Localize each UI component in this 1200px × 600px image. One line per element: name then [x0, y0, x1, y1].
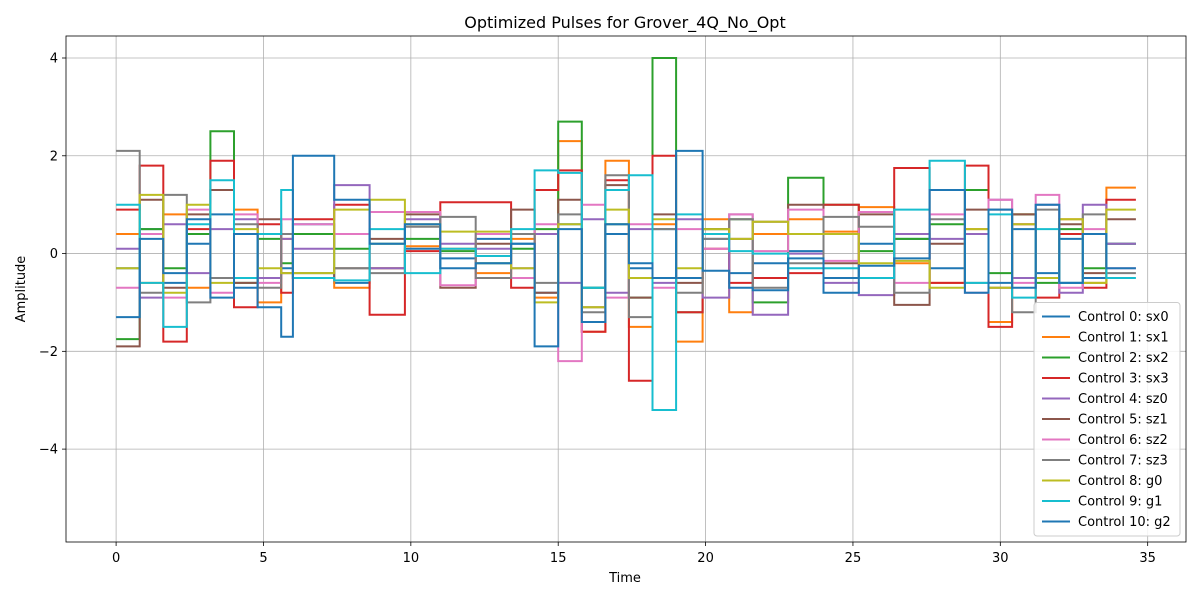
axes-frame	[65, 35, 1187, 543]
y-axis: −4 −2 0 2 4	[39, 52, 66, 458]
x-tick-label: 15	[550, 551, 567, 566]
legend-label: Control 3: sx3	[1078, 372, 1169, 387]
series-line-8	[116, 193, 1136, 309]
legend-label: Control 5: sz1	[1078, 413, 1168, 428]
legend: Control 0: sx0 Control 1: sx1 Control 2: s…	[1033, 302, 1181, 537]
series-line-10	[116, 149, 1136, 348]
legend-label: Control 7: sz3	[1078, 454, 1168, 469]
y-tick-label: −2	[39, 345, 58, 360]
x-tick-label: 10	[403, 551, 420, 566]
x-tick-label: 5	[259, 551, 267, 566]
legend-label: Control 10: g2	[1078, 515, 1171, 530]
x-tick-label: 0	[112, 551, 120, 566]
x-tick-label: 25	[845, 551, 862, 566]
x-tick-label: 30	[992, 551, 1009, 566]
series-line-9	[116, 159, 1136, 411]
y-tick-label: −4	[39, 443, 58, 458]
legend-label: Control 4: sz0	[1078, 392, 1168, 407]
x-axis: 0 5 10 15 20 25 30 35	[112, 542, 1156, 566]
legend-label: Control 6: sz2	[1078, 433, 1168, 448]
y-tick-label: 2	[50, 149, 58, 164]
series-line-4	[116, 184, 1136, 316]
y-axis-label: Amplitude	[14, 256, 29, 323]
y-tick-label: 0	[50, 247, 58, 262]
legend-label: Control 0: sx0	[1078, 310, 1169, 325]
x-tick-label: 35	[1139, 551, 1156, 566]
series-line-1	[116, 140, 1136, 343]
y-tick-label: 4	[50, 52, 58, 67]
x-axis-label: Time	[608, 571, 641, 586]
plot-area	[116, 57, 1136, 411]
grid	[66, 36, 1186, 542]
legend-label: Control 8: g0	[1078, 474, 1162, 489]
legend-label: Control 2: sx2	[1078, 351, 1169, 366]
series-line-5	[116, 184, 1136, 348]
chart-title: Optimized Pulses for Grover_4Q_No_Opt	[464, 13, 785, 33]
legend-label: Control 9: g1	[1078, 495, 1162, 510]
legend-label: Control 1: sx1	[1078, 331, 1169, 346]
legend-box	[1033, 302, 1181, 537]
x-tick-label: 20	[697, 551, 714, 566]
